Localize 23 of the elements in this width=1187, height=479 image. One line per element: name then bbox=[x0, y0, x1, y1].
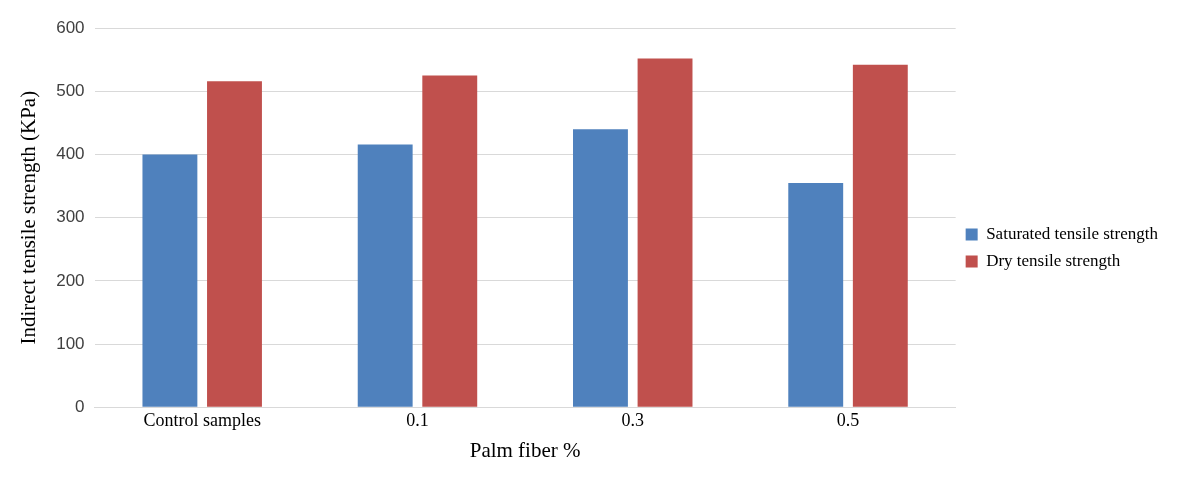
bar bbox=[637, 58, 693, 407]
y-tick-label: 600 bbox=[56, 17, 85, 37]
y-tick-label: 400 bbox=[56, 144, 85, 164]
y-tick-label: 100 bbox=[56, 333, 85, 353]
bar bbox=[852, 64, 908, 407]
x-axis-title: Palm fiber % bbox=[469, 437, 581, 462]
legend-label: Saturated tensile strength bbox=[986, 223, 1159, 243]
x-tick-label: 0.1 bbox=[406, 409, 429, 430]
bar bbox=[788, 182, 844, 407]
x-tick-label: Control samples bbox=[143, 409, 261, 430]
y-tick-label: 200 bbox=[56, 270, 85, 290]
x-tick-label: 0.3 bbox=[621, 409, 644, 430]
y-axis-title: Indirect tensile strength (KPa) bbox=[16, 90, 41, 345]
y-tick-label: 0 bbox=[75, 396, 85, 416]
bar bbox=[207, 81, 262, 407]
y-tick-label: 500 bbox=[56, 81, 85, 101]
x-tick-label: 0.5 bbox=[836, 409, 860, 430]
legend-label: Dry tensile strength bbox=[986, 250, 1121, 270]
bar bbox=[142, 154, 198, 407]
bar bbox=[357, 144, 413, 407]
bar bbox=[422, 75, 478, 407]
bar bbox=[573, 129, 628, 407]
y-tick-label: 300 bbox=[56, 207, 85, 227]
